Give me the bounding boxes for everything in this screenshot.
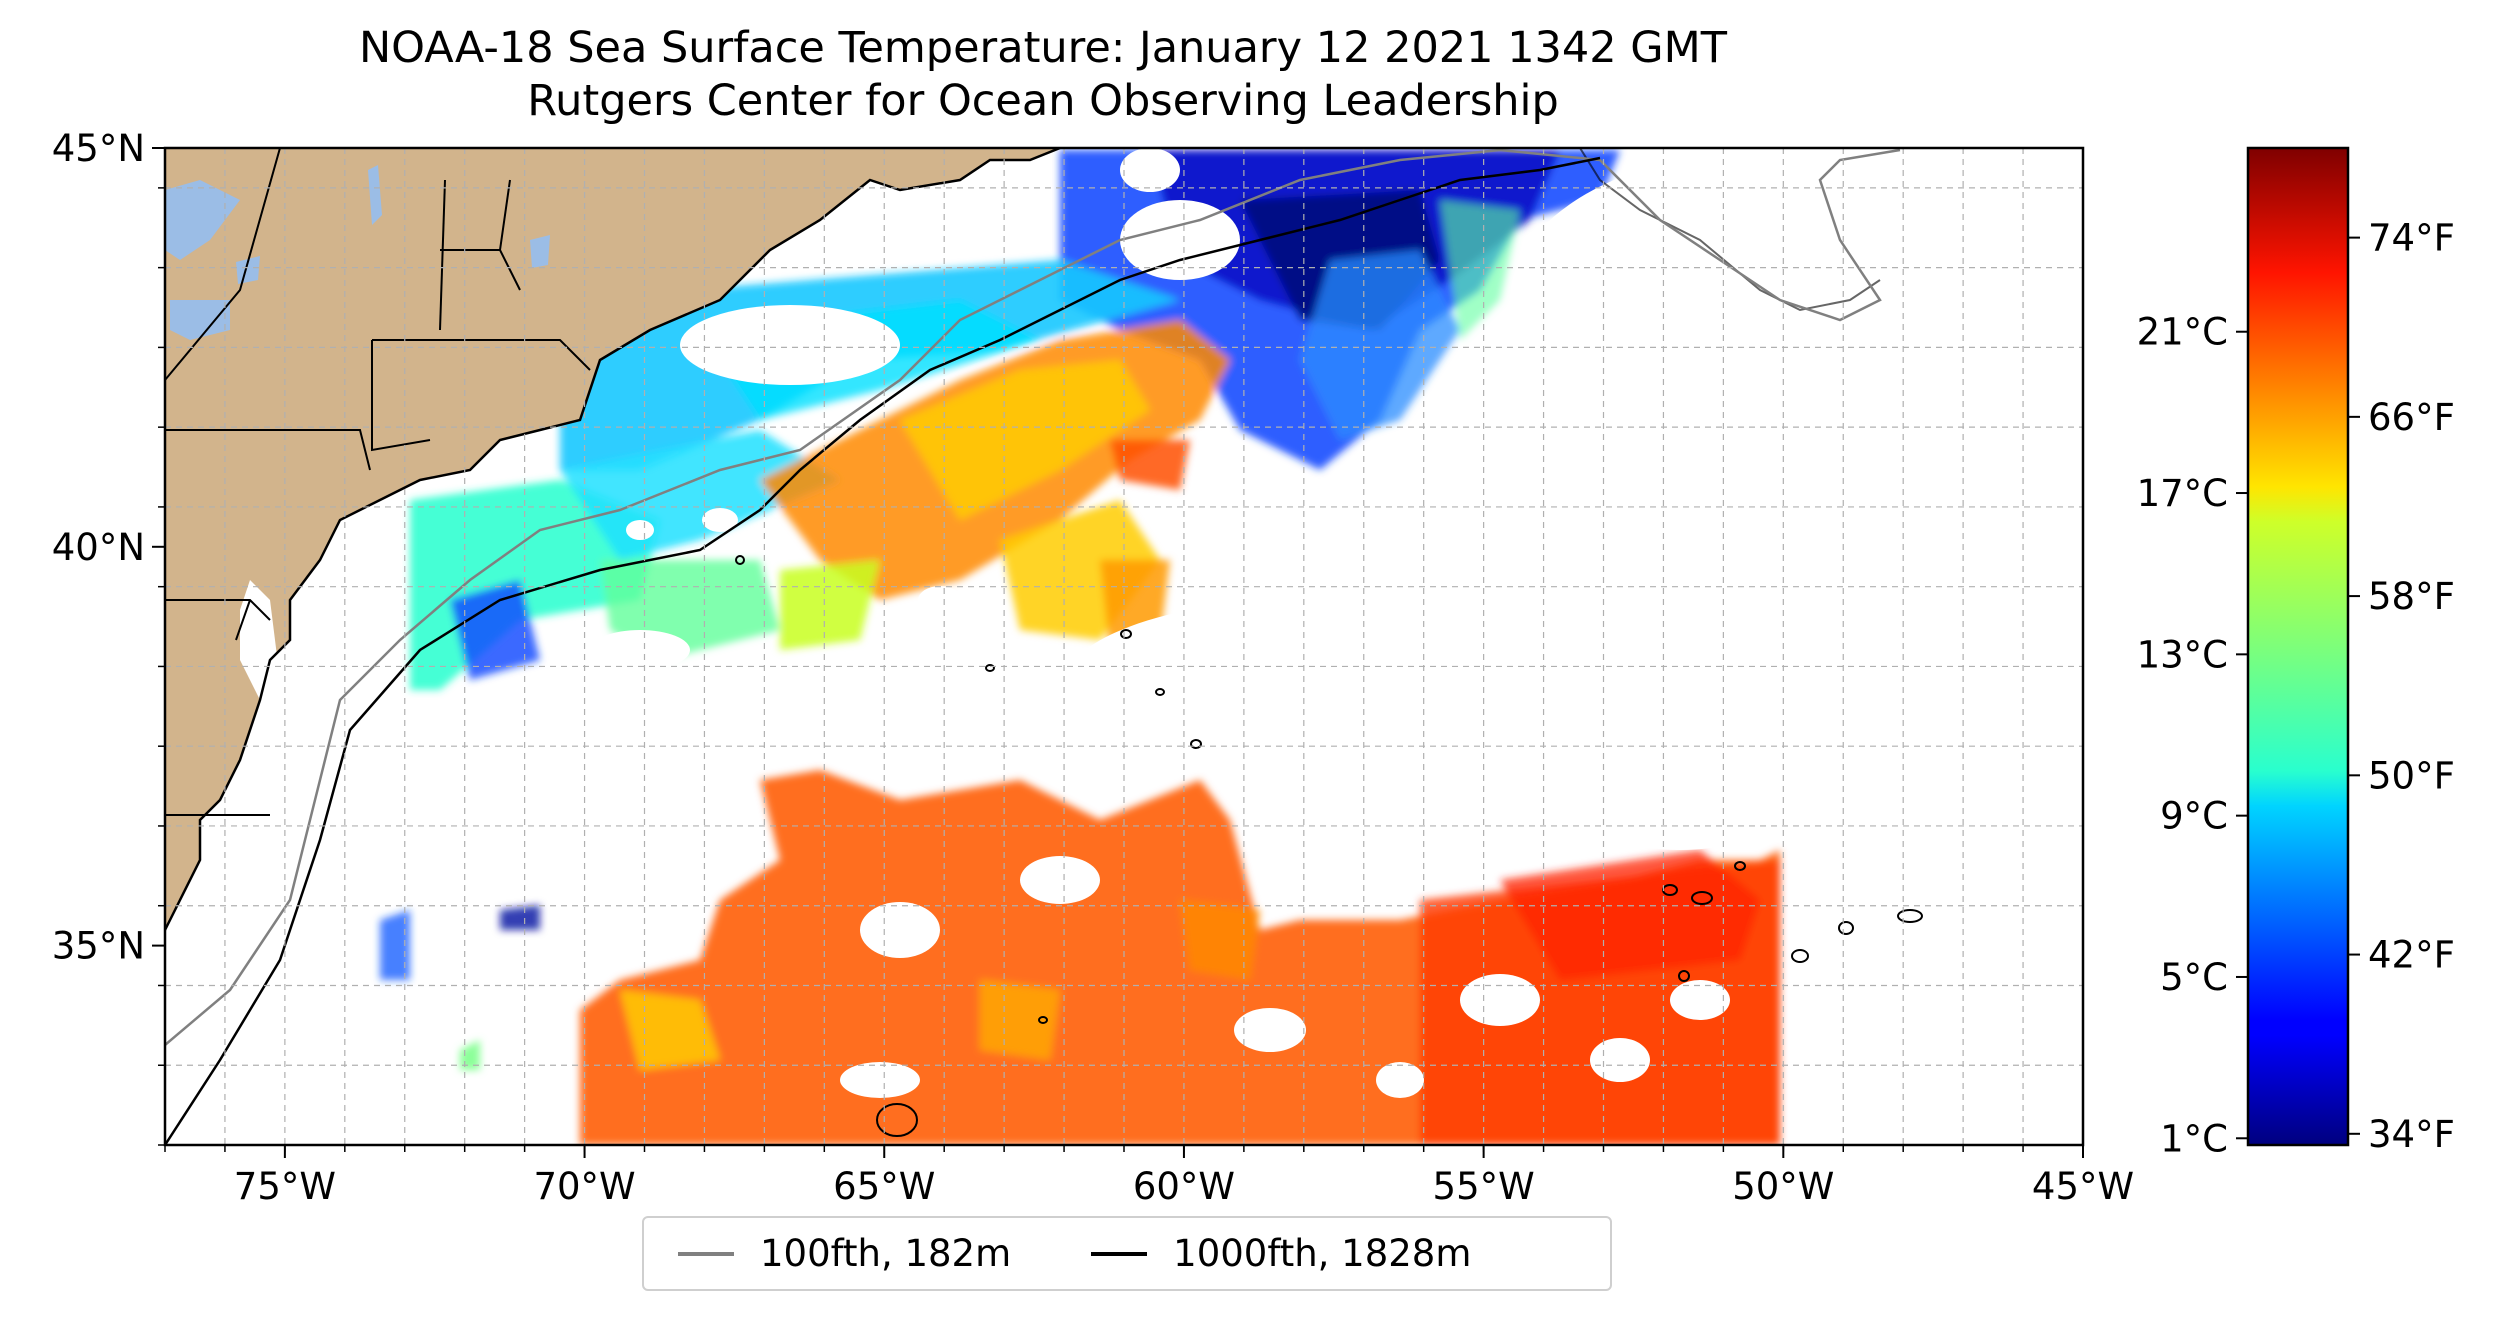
- isobath-100fth: [165, 148, 1901, 1046]
- lat-tick-label: 45°N: [52, 127, 145, 170]
- colorbar-fahrenheit-label: 42°F: [2368, 934, 2455, 977]
- lon-tick-label: 55°W: [1433, 1165, 1535, 1208]
- state-borders: [165, 148, 591, 816]
- colorbar-fahrenheit-label: 58°F: [2368, 575, 2455, 618]
- isobath-legend: 100fth, 182m 1000fth, 1828m: [642, 1216, 1612, 1291]
- inland-water: [165, 165, 550, 340]
- map-title: NOAA-18 Sea Surface Temperature: January…: [0, 22, 2086, 128]
- colorbar-celsius-label: 13°C: [2137, 633, 2228, 676]
- lon-tick-label: 60°W: [1133, 1165, 1235, 1208]
- legend-item-100fth: 100fth, 182m: [678, 1232, 1011, 1275]
- colorbar-fahrenheit-axis: 34°F 42°F 50°F 58°F 66°F 74°F: [2348, 217, 2455, 1156]
- longitude-axis: 75°W 70°W 65°W 60°W 55°W 50°W 45°W: [164, 1145, 2134, 1208]
- title-line-1: NOAA-18 Sea Surface Temperature: January…: [359, 23, 1727, 73]
- legend-label-100fth: 100fth, 182m: [760, 1232, 1012, 1275]
- map-layers: [165, 148, 2030, 1145]
- legend-item-1000fth: 1000fth, 1828m: [1091, 1232, 1471, 1275]
- lon-tick-label: 65°W: [833, 1165, 935, 1208]
- coastline: [165, 148, 1061, 931]
- isobath-1000fth: [165, 156, 1601, 1145]
- colorbar-celsius-label: 1°C: [2160, 1117, 2228, 1160]
- colorbar-fahrenheit-label: 50°F: [2368, 754, 2455, 797]
- colorbar-fahrenheit-label: 74°F: [2368, 217, 2455, 260]
- colorbar-celsius-label: 9°C: [2160, 795, 2228, 838]
- lat-tick-label: 40°N: [52, 526, 145, 569]
- lon-tick-label: 45°W: [2032, 1165, 2134, 1208]
- sst-layer: [380, 150, 1780, 1145]
- colorbar-celsius-label: 17°C: [2137, 472, 2228, 515]
- lon-tick-label: 50°W: [1732, 1165, 1834, 1208]
- cloud-gaps: [550, 148, 2030, 1098]
- colorbar-fahrenheit-label: 66°F: [2368, 396, 2455, 439]
- nova-scotia-coast: [1579, 148, 1881, 312]
- colorbar: [2246, 146, 2350, 1147]
- lon-tick-label: 75°W: [234, 1165, 336, 1208]
- colorbar-celsius-label: 21°C: [2137, 311, 2228, 354]
- legend-label-1000fth: 1000fth, 1828m: [1173, 1232, 1472, 1275]
- legend-swatch-1000fth: [1091, 1251, 1148, 1256]
- legend-swatch-100fth: [678, 1251, 734, 1256]
- colorbar-celsius-axis: 1°C 5°C 9°C 13°C 17°C 21°C: [2137, 311, 2248, 1160]
- land: [165, 148, 1060, 930]
- colorbar-celsius-label: 5°C: [2160, 956, 2228, 999]
- colorbar-fahrenheit-label: 34°F: [2368, 1113, 2455, 1156]
- gridlines: [165, 148, 2083, 1145]
- latitude-axis: 45°N 40°N 35°N: [52, 127, 165, 1146]
- lat-tick-label: 35°N: [52, 925, 145, 968]
- lon-tick-label: 70°W: [533, 1165, 635, 1208]
- title-line-2: Rutgers Center for Ocean Observing Leade…: [527, 76, 1559, 126]
